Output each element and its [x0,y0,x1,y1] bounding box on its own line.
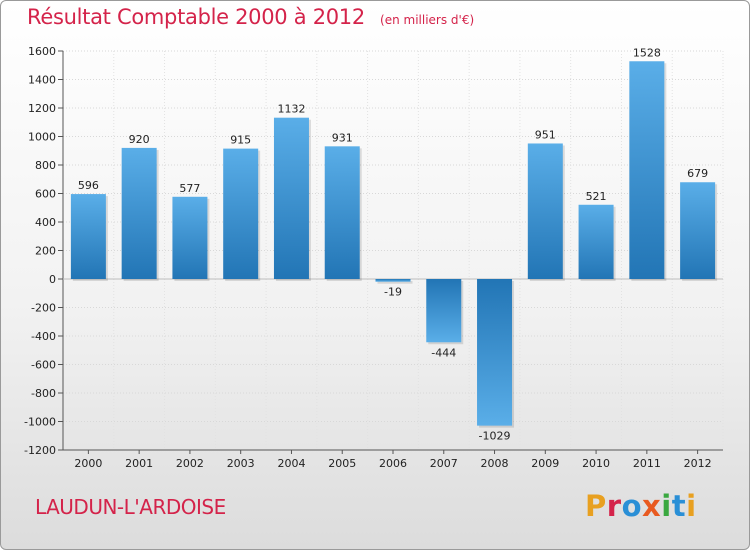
y-tick-label: -400 [31,330,56,343]
bar-2011 [629,61,665,280]
x-tick-label: 2003 [227,457,255,470]
bar-2008 [477,279,513,426]
brand-letter: P [585,489,607,523]
y-tick-label: -1000 [24,416,56,429]
bar-2009 [527,143,563,279]
y-tick-label: 1200 [28,102,56,115]
bar-2000 [70,194,106,279]
data-label: -1029 [479,430,511,443]
x-tick-label: 2002 [176,457,204,470]
brand-letter: i [661,489,672,523]
data-label: 1132 [277,103,305,116]
bar-2001 [121,147,157,279]
y-tick-label: -800 [31,387,56,400]
data-labels: 596 920 577 915 1132 931 -19 -444 -1029 951 521 152… [78,46,708,442]
x-tick-label: 2009 [531,457,559,470]
x-tick-label: 2007 [430,457,458,470]
x-tick-labels: 2000 2001 2002 2003 2004 2005 2006 2007 2008 2009… [74,457,711,470]
y-tick-label: -1200 [24,444,56,457]
brand-letter: o [621,489,643,523]
bar-2007 [426,279,462,343]
bar-2012 [680,182,716,279]
x-tick-label: 2005 [328,457,356,470]
y-tick-label: 1600 [28,45,56,58]
x-tick-label: 2010 [582,457,610,470]
y-tick-label: 0 [49,273,56,286]
data-label: -444 [431,346,456,359]
bar-2003 [223,148,259,279]
data-label: 951 [535,128,556,141]
brand-letter: t [671,489,687,523]
brand-letter: r [606,489,622,523]
x-tick-label: 2012 [684,457,712,470]
grid-lines [62,50,724,451]
x-tick-label: 2001 [125,457,153,470]
y-tick-label: 1400 [28,74,56,87]
brand-letter: i [686,489,697,523]
y-tick-label: 400 [35,216,56,229]
bar-2004 [273,117,309,279]
x-tick-label: 2011 [633,457,661,470]
bar-shadow [377,281,413,284]
y-tick-label: 1000 [28,131,56,144]
brand-logo: Proxiti [585,489,697,523]
x-tick-label: 2006 [379,457,407,470]
bars [70,61,718,428]
y-tick-label: -200 [31,302,56,315]
brand-letter: x [642,489,662,523]
data-label: 679 [687,167,708,180]
bar-2005 [324,146,360,279]
bar-2002 [172,196,208,279]
y-tick-label: 600 [35,188,56,201]
chart-title: Résultat Comptable 2000 à 2012 [27,5,365,29]
x-tick-label: 2000 [74,457,102,470]
data-label: 931 [332,131,353,144]
data-label: 521 [586,190,607,203]
bar-2006 [375,279,411,282]
data-label: 596 [78,179,99,192]
y-tick-label: 200 [35,245,56,258]
chart-subtitle: (en milliers d'€) [380,13,475,27]
city-name: LAUDUN-L'ARDOISE [35,495,226,519]
data-label: 1528 [633,46,661,59]
y-tick-label: -600 [31,359,56,372]
y-tick-label: 800 [35,159,56,172]
bar-2010 [578,204,614,279]
x-tick-label: 2004 [277,457,305,470]
data-label: 920 [129,133,150,146]
data-label: -19 [384,286,402,299]
title-row: Résultat Comptable 2000 à 2012 (en milli… [27,5,474,29]
data-label: 915 [230,134,251,147]
data-label: 577 [179,182,200,195]
y-tick-labels: 1600 1400 1200 1000 800 600 400 200 0 -200 -400 -60… [24,45,56,457]
x-tick-label: 2008 [481,457,509,470]
